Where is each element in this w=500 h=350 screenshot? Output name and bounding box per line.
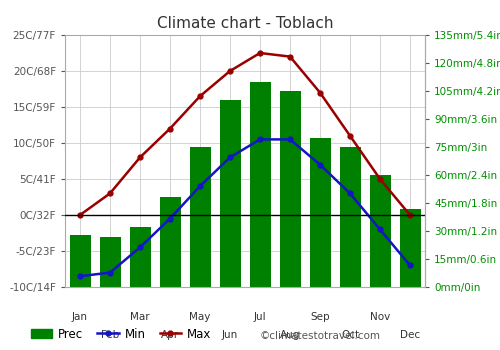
Bar [160,197,180,287]
Text: Jul: Jul [254,312,266,322]
Bar [190,147,210,287]
Text: Aug: Aug [280,330,300,340]
Bar [400,209,420,287]
Text: Feb: Feb [101,330,119,340]
Bar [220,100,240,287]
Text: Apr: Apr [161,330,179,340]
Bar [100,237,120,287]
Text: Mar: Mar [130,312,150,322]
Bar [340,147,360,287]
Text: Dec: Dec [400,330,420,340]
Text: Jan: Jan [72,312,88,322]
Bar [370,175,390,287]
Bar [70,235,90,287]
Bar [130,227,150,287]
Text: Sep: Sep [310,312,330,322]
Bar [250,82,270,287]
Legend: Prec, Min, Max: Prec, Min, Max [31,328,211,341]
Text: Jun: Jun [222,330,238,340]
Text: May: May [190,312,210,322]
Title: Climate chart - Toblach: Climate chart - Toblach [157,16,333,31]
Text: ©climatestotravel.com: ©climatestotravel.com [260,331,381,341]
Bar [310,138,330,287]
Text: Nov: Nov [370,312,390,322]
Bar [280,91,300,287]
Text: Oct: Oct [341,330,359,340]
